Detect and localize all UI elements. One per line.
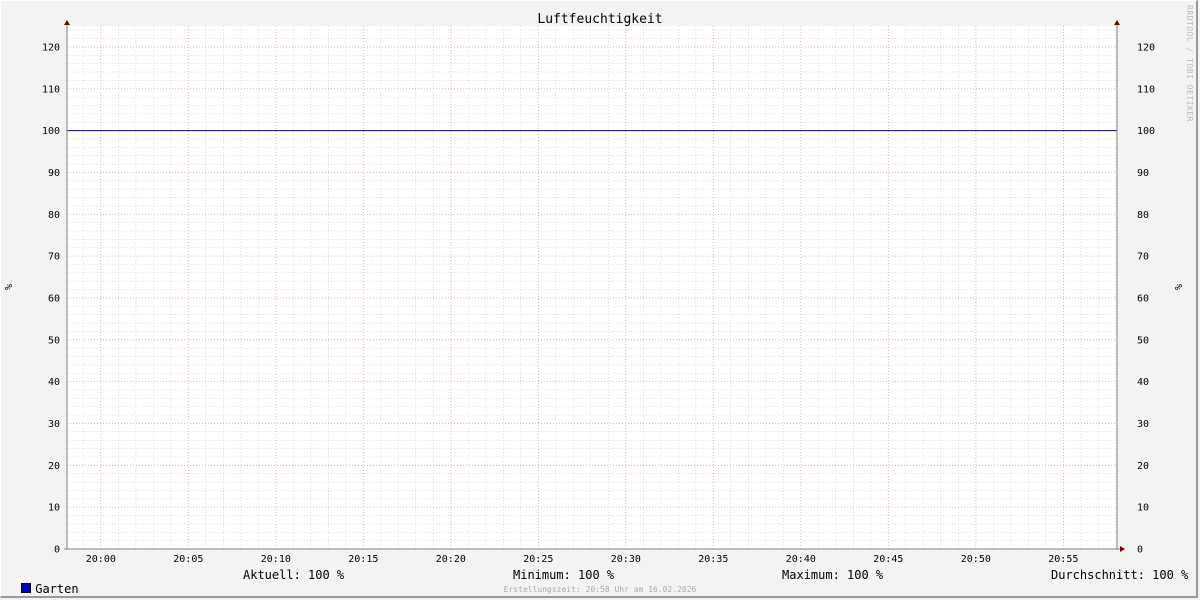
- y-tick-label-right: 120: [1137, 42, 1155, 53]
- y-tick-label-left: 110: [42, 84, 60, 95]
- x-tick-label: 20:20: [436, 554, 466, 565]
- watermark: RRDTOOL / TOBI OETIKER: [1185, 5, 1194, 122]
- y-tick-label-right: 20: [1137, 461, 1149, 472]
- y-tick-label-left: 70: [48, 252, 60, 263]
- y-tick-label-left: 100: [42, 126, 60, 137]
- x-axis-arrow: [1120, 546, 1125, 552]
- y-tick-label-left: 40: [48, 377, 60, 388]
- y-axis-label-right: %: [1174, 284, 1185, 290]
- x-tick-label: 20:45: [873, 554, 903, 565]
- y-tick-label-left: 20: [48, 461, 60, 472]
- y-tick-label-right: 10: [1137, 503, 1149, 514]
- y-tick-label-right: 60: [1137, 293, 1149, 304]
- x-tick-label: 20:40: [786, 554, 816, 565]
- x-tick-label: 20:00: [86, 554, 116, 565]
- y-tick-label-right: 30: [1137, 419, 1149, 430]
- y-tick-label-left: 60: [48, 293, 60, 304]
- y-tick-label-left: 120: [42, 42, 60, 53]
- y-tick-label-right: 70: [1137, 252, 1149, 263]
- y-tick-label-right: 90: [1137, 168, 1149, 179]
- y-tick-label-right: 80: [1137, 210, 1149, 221]
- y-tick-label-right: 110: [1137, 84, 1155, 95]
- y-tick-label-left: 50: [48, 335, 60, 346]
- y-tick-label-left: 90: [48, 168, 60, 179]
- y-tick-label-right: 40: [1137, 377, 1149, 388]
- y-axis-label-left: %: [4, 284, 15, 290]
- x-tick-label: 20:30: [611, 554, 641, 565]
- y-tick-label-left: 10: [48, 503, 60, 514]
- y-tick-label-right: 50: [1137, 335, 1149, 346]
- x-tick-label: 20:35: [698, 554, 728, 565]
- legend-swatch: [21, 583, 32, 593]
- y-axis-arrow-left: [64, 20, 70, 25]
- legend-item-garten: Garten: [14, 568, 79, 596]
- legend-durchschnitt: Durchschnitt: 100 %: [1051, 568, 1189, 582]
- footer-timestamp: Erstellungszeit: 20:58 Uhr am 16.02.2026: [503, 585, 697, 594]
- legend-label: Garten: [35, 582, 79, 596]
- x-tick-label: 20:10: [261, 554, 291, 565]
- plot-area: [67, 26, 1117, 549]
- y-tick-label-right: 0: [1137, 545, 1143, 556]
- y-tick-label-left: 80: [48, 210, 60, 221]
- x-tick-label: 20:15: [348, 554, 378, 565]
- y-tick-label-left: 30: [48, 419, 60, 430]
- x-tick-label: 20:50: [961, 554, 991, 565]
- legend-minimum: Minimum: 100 %: [513, 568, 615, 582]
- x-tick-label: 20:55: [1048, 554, 1078, 565]
- y-axis-arrow-right: [1114, 20, 1120, 25]
- legend-maximum: Maximum: 100 %: [782, 568, 884, 582]
- x-tick-label: 20:25: [523, 554, 553, 565]
- y-tick-label-left: 0: [54, 545, 60, 556]
- x-tick-label: 20:05: [173, 554, 203, 565]
- legend-aktuell: Aktuell: 100 %: [243, 568, 345, 582]
- chart-title: Luftfeuchtigkeit: [537, 12, 662, 27]
- y-tick-label-right: 100: [1137, 126, 1155, 137]
